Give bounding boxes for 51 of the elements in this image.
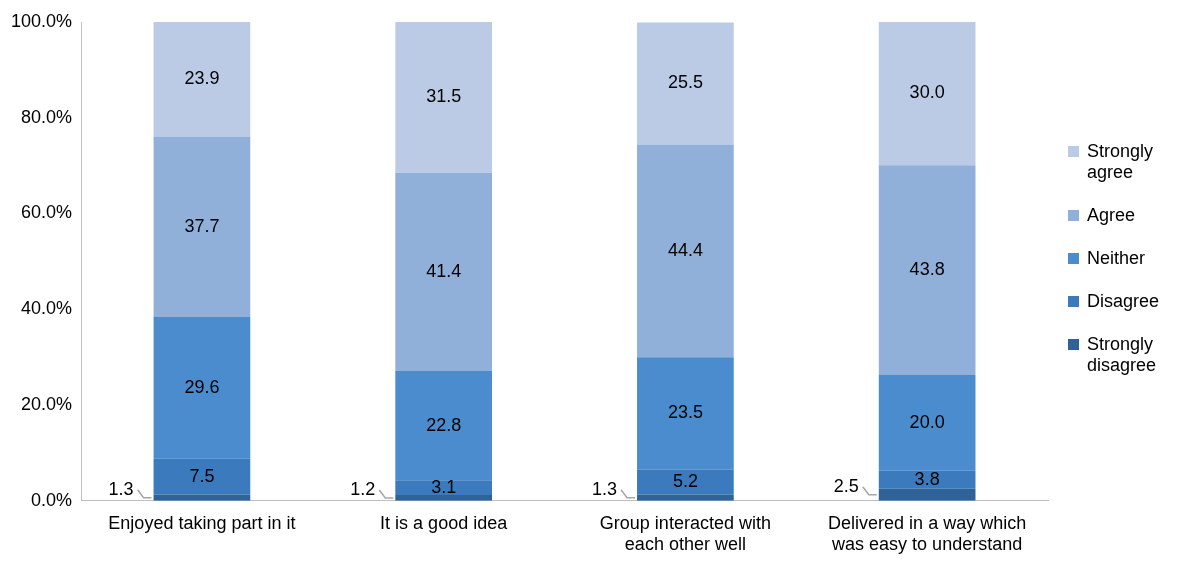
bar [395,172,492,372]
data-label: 2.5 [833,475,859,496]
bar [878,22,976,166]
bar [637,22,734,145]
data-label: 1.2 [350,478,376,499]
data-label: 25.5 [667,72,703,93]
legend-label: Strongly disagree [1087,333,1158,376]
x-tick-label: It is a good idea [380,512,509,533]
bar [637,469,734,495]
data-label: 1.3 [592,478,618,499]
y-tick-label: 80.0% [21,106,73,127]
bar [153,316,251,459]
bar [153,22,251,137]
bar [153,136,251,317]
data-label: 29.6 [184,376,220,397]
bar [878,488,976,501]
bar [395,371,492,481]
legend-label: Agree [1087,204,1137,226]
data-label: 31.5 [426,86,462,107]
bar [153,458,251,495]
bar [637,144,734,358]
data-label: 20.0 [909,411,945,432]
data-label: 30.0 [909,82,945,103]
data-label: 41.4 [426,260,462,281]
data-label: 7.5 [189,465,215,486]
x-tick-label: Delivered in a way which was easy to understand [828,512,1027,555]
x-tick-label: Group interacted with each other well [599,512,771,555]
y-tick-label: 0.0% [31,489,73,510]
data-label: 37.7 [184,215,220,236]
data-label: 43.8 [909,258,945,279]
data-label: 22.8 [426,414,462,435]
data-label: 3.1 [431,476,457,497]
y-tick-label: 60.0% [21,202,73,223]
data-label: 23.9 [184,68,220,89]
legend-label: Disagree [1087,290,1161,312]
y-tick-label: 100.0% [10,10,73,31]
bar [395,22,492,173]
bar [637,357,734,470]
bar [395,480,492,496]
bar [878,165,976,375]
data-label: 1.3 [108,478,134,499]
data-label: 3.8 [914,468,940,489]
legend-label: Strongly agree [1087,140,1155,183]
y-tick-label: 40.0% [21,298,73,319]
bar [878,374,976,471]
data-label: 23.5 [667,402,703,423]
data-label: 5.2 [672,471,698,492]
x-tick-label: Enjoyed taking part in it [108,512,296,533]
data-label: 44.4 [667,239,703,260]
y-tick-label: 20.0% [21,394,73,415]
legend-label: Neither [1087,247,1147,269]
